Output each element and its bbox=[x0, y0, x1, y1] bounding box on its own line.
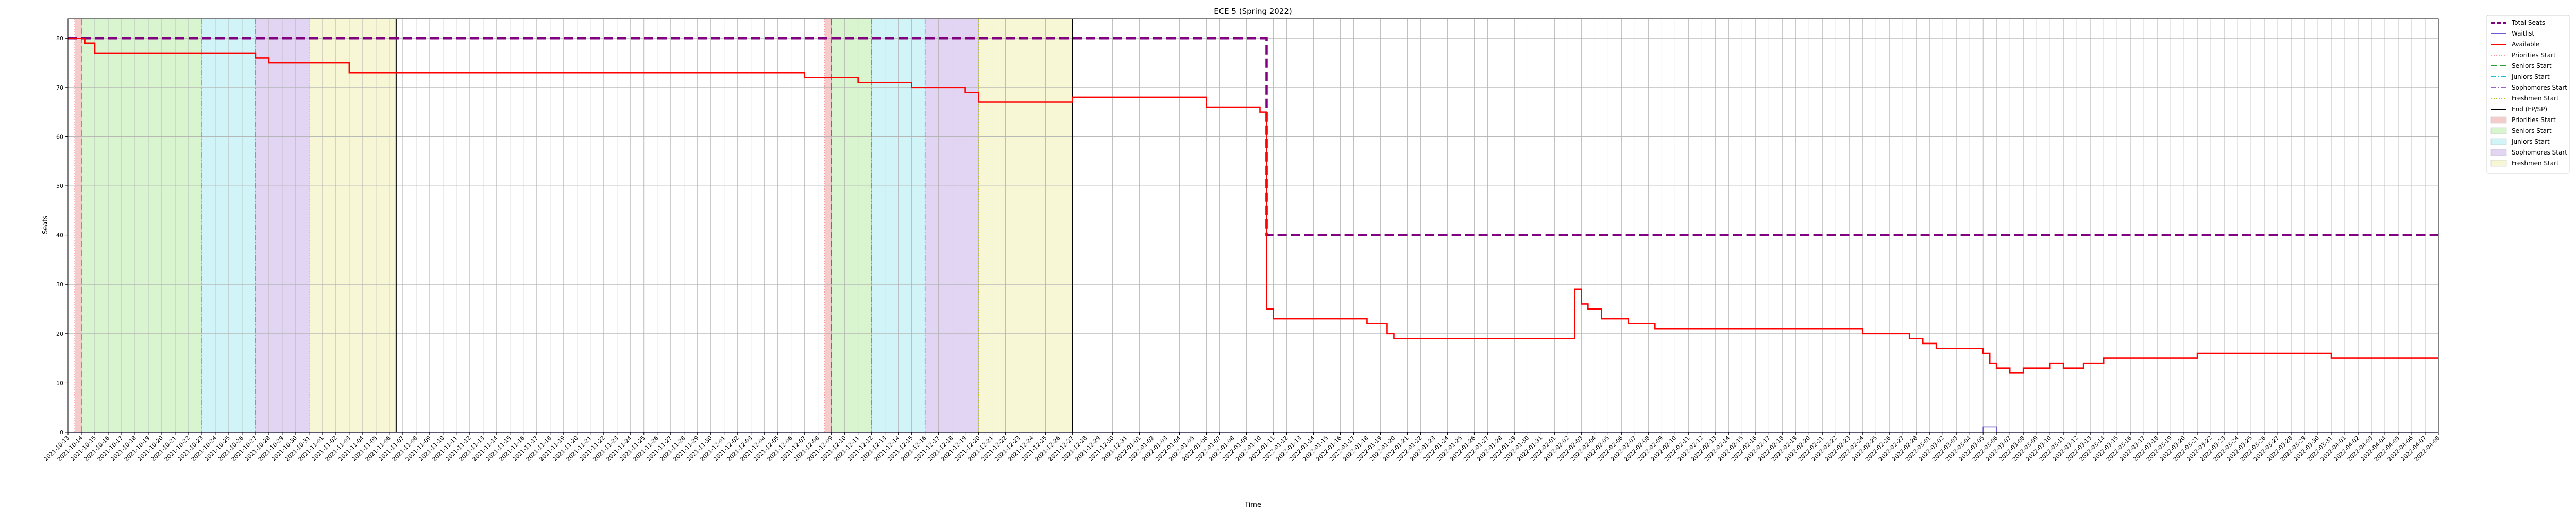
y-tick-label: 20 bbox=[56, 331, 63, 337]
span-freshmen-start bbox=[309, 19, 396, 432]
legend-swatch-patch bbox=[2490, 160, 2507, 167]
legend-label: Sophomores Start bbox=[2512, 149, 2567, 156]
y-axis-ticks: 0 10 20 30 40 50 60 70 80 bbox=[56, 35, 68, 436]
span-seniors-start bbox=[831, 19, 872, 432]
legend-label: End (FP/SP) bbox=[2512, 106, 2547, 113]
legend: Total Seats Waitlist Available Priorities S… bbox=[2486, 15, 2570, 174]
legend-label: Priorities Start bbox=[2512, 52, 2556, 59]
legend-label: Waitlist bbox=[2512, 30, 2534, 37]
y-tick-label: 50 bbox=[56, 183, 63, 190]
legend-box bbox=[2486, 15, 2570, 174]
legend-label: Juniors Start bbox=[2511, 73, 2550, 80]
grid-lines bbox=[67, 19, 2439, 433]
y-tick-label: 30 bbox=[56, 281, 63, 288]
legend-label: Sophomores Start bbox=[2512, 84, 2567, 91]
series-waitlist bbox=[68, 426, 2438, 433]
legend-swatch-patch bbox=[2490, 138, 2507, 145]
y-tick-label: 40 bbox=[56, 232, 63, 239]
chart-title: ECE 5 (Spring 2022) bbox=[1214, 7, 1292, 16]
legend-swatch-patch bbox=[2490, 127, 2507, 134]
legend-label: Juniors Start bbox=[2511, 138, 2550, 145]
span-priorities-start bbox=[824, 19, 832, 432]
plot-frame bbox=[67, 18, 2439, 433]
series-available bbox=[68, 37, 2438, 374]
enrollment-period-spans bbox=[74, 19, 1073, 432]
y-tick-label: 80 bbox=[56, 35, 63, 42]
x-axis-label: Time bbox=[1244, 501, 1261, 509]
legend-label: Freshmen Start bbox=[2512, 160, 2559, 167]
y-axis-label: Seats bbox=[42, 216, 49, 234]
y-tick-label: 10 bbox=[56, 380, 63, 386]
y-tick-label: 0 bbox=[60, 429, 63, 436]
legend-swatch-patch bbox=[2490, 149, 2507, 156]
span-priorities-start bbox=[74, 19, 81, 432]
legend-swatch-patch bbox=[2490, 116, 2507, 124]
span-seniors-start bbox=[81, 19, 202, 432]
y-tick-label: 70 bbox=[56, 84, 63, 91]
legend-label: Freshmen Start bbox=[2512, 95, 2559, 102]
legend-label: Available bbox=[2512, 41, 2539, 48]
enrollment-start-lines bbox=[74, 19, 1073, 432]
legend-label: Priorities Start bbox=[2512, 116, 2556, 124]
y-tick-label: 60 bbox=[56, 133, 63, 140]
span-freshmen-start bbox=[978, 19, 1073, 432]
legend-label: Total Seats bbox=[2511, 19, 2545, 26]
legend-label: Seniors Start bbox=[2512, 127, 2552, 134]
x-axis-ticks: 2021-10-132021-10-142021-10-152021-10-16… bbox=[43, 432, 2441, 462]
legend-label: Seniors Start bbox=[2512, 62, 2552, 70]
